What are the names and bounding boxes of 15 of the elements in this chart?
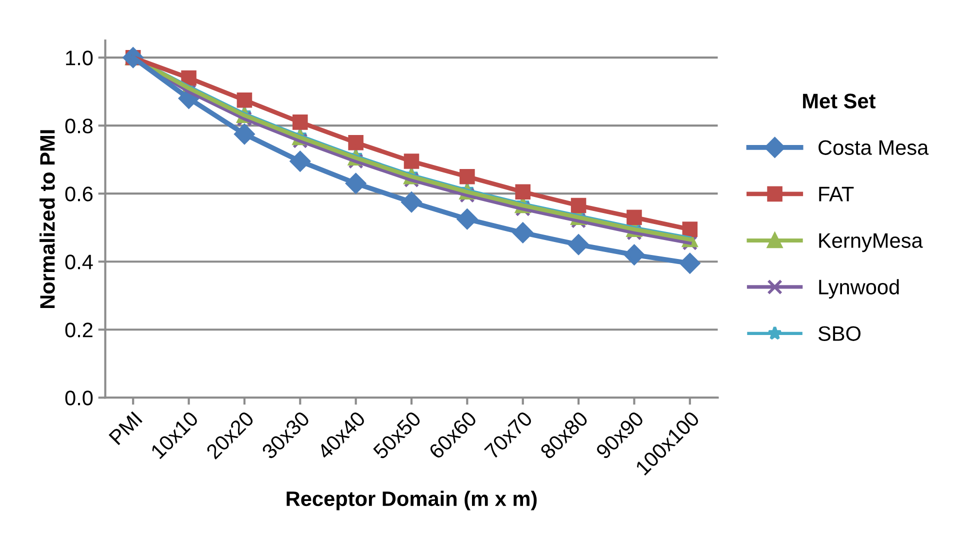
y-tick-label: 0.6 (65, 186, 93, 202)
y-tick-label: 0.0 (65, 390, 93, 406)
legend-label: Costa Mesa (818, 140, 929, 155)
y-tick-label: 0.8 (65, 118, 93, 134)
x-tick-label: PMI (108, 411, 142, 446)
y-tick-label: 1.0 (66, 50, 93, 66)
y-tick-label: 0.2 (65, 322, 92, 338)
legend-title: Met Set (803, 94, 876, 108)
legend-label: SBO (818, 326, 860, 341)
x-axis-title: Receptor Domain (m x m) (286, 490, 537, 510)
legend-label: FAT (819, 186, 854, 202)
legend-label: KernyMesa (819, 233, 923, 252)
legend-label: Lynwood (819, 279, 899, 299)
y-tick-label: 0.4 (65, 254, 93, 270)
y-axis-title: Normalized to PMI (40, 130, 55, 308)
